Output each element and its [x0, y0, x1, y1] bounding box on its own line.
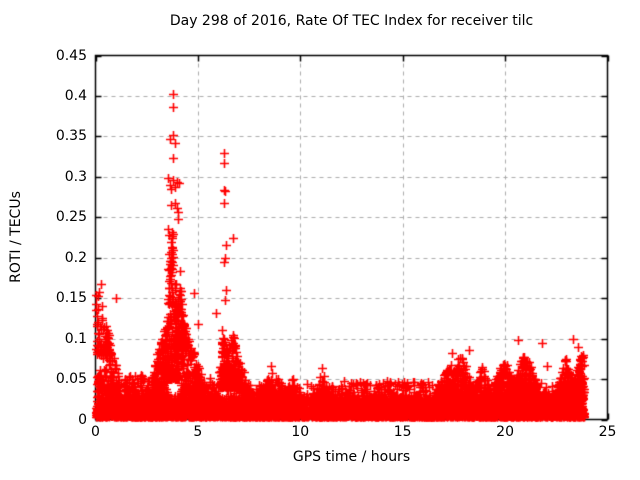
y-tick-label: 0.05	[55, 371, 87, 388]
y-tick-label: 0.25	[55, 209, 87, 226]
y-tick-label: 0.1	[64, 330, 87, 347]
y-tick-label: 0.4	[64, 87, 87, 104]
y-tick-label: 0.45	[55, 47, 87, 64]
x-tick-label: 5	[193, 424, 203, 440]
chart-title: Day 298 of 2016, Rate Of TEC Index for r…	[169, 13, 534, 29]
y-axis-title: ROTI / TECUs	[8, 191, 24, 283]
x-tick-label: 10	[291, 424, 310, 440]
x-tick-label: 15	[393, 424, 412, 440]
y-tick-label: 0.15	[55, 290, 87, 307]
x-axis-title: GPS time / hours	[292, 449, 411, 465]
y-tick-label: 0.2	[64, 249, 87, 266]
x-tick-label: 25	[598, 424, 617, 440]
y-tick-label: 0.35	[55, 128, 87, 145]
x-tick-label: 0	[91, 424, 100, 440]
y-tick-label: 0	[78, 411, 87, 428]
x-tick-label: 20	[496, 424, 514, 440]
y-tick-label: 0.3	[64, 168, 87, 185]
